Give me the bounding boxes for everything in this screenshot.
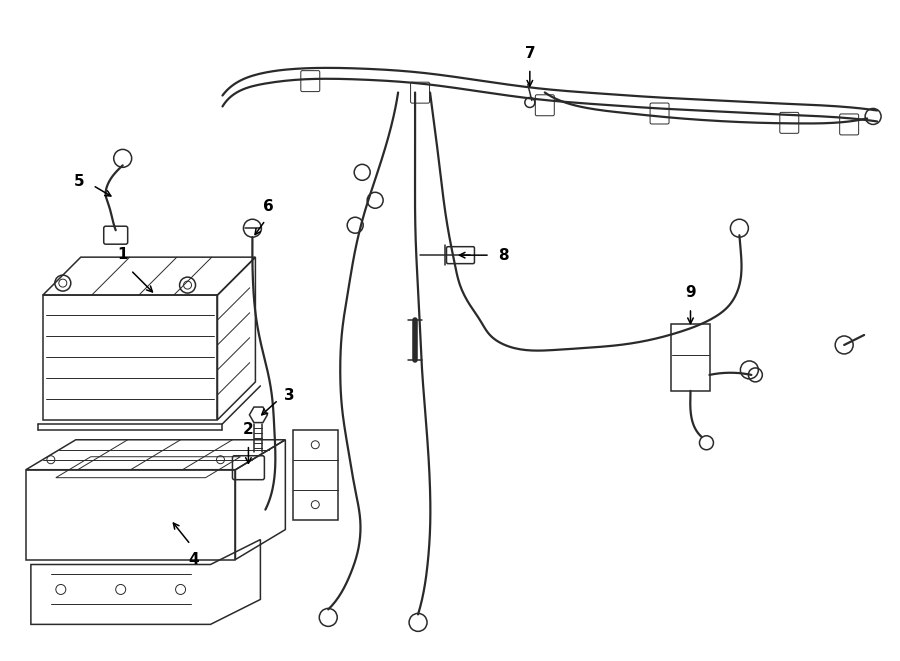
Text: 3: 3	[284, 389, 295, 403]
Text: 2: 2	[243, 422, 254, 437]
Text: 8: 8	[498, 248, 508, 262]
Text: 7: 7	[525, 46, 535, 61]
Text: 5: 5	[74, 174, 85, 189]
Text: 4: 4	[188, 551, 199, 566]
Text: 9: 9	[685, 285, 696, 300]
Text: 1: 1	[117, 247, 128, 262]
Text: 6: 6	[263, 199, 274, 214]
